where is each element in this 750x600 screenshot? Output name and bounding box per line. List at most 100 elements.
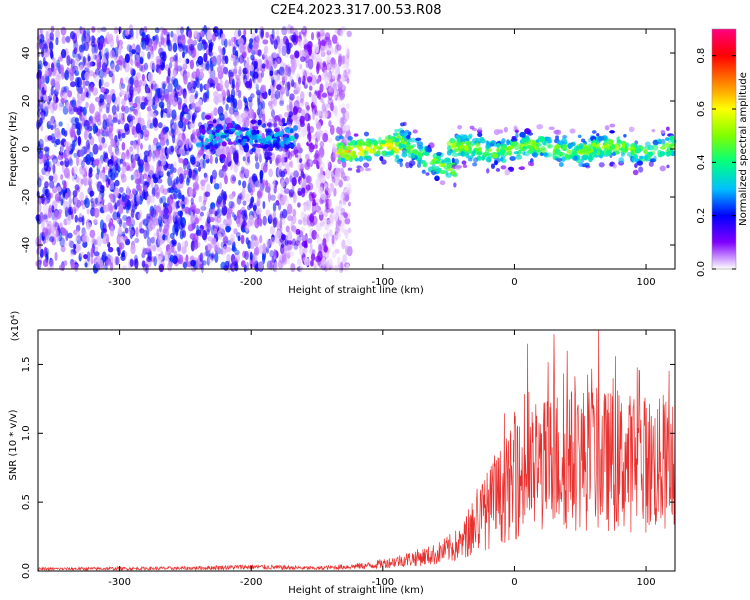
spectrogram-cell: [216, 209, 220, 215]
spectrogram-cell: [195, 78, 200, 89]
spectrogram-cell: [277, 203, 282, 211]
spectrogram-cell: [37, 60, 43, 71]
spectrogram-cell: [138, 64, 144, 72]
spectrogram-cell: [45, 188, 50, 198]
spectrogram-cell: [340, 261, 344, 272]
spectrogram-cell: [609, 130, 615, 134]
spectrogram-cell: [132, 69, 136, 76]
spectrogram-cell: [201, 62, 206, 71]
spectrogram-cell: [201, 39, 206, 45]
spectrogram-cell: [80, 178, 84, 185]
spectrogram-cell: [153, 40, 158, 51]
spectrogram-cell: [324, 202, 331, 210]
spectrogram-cell: [182, 63, 188, 70]
spectrogram-cell: [82, 235, 87, 243]
spectrogram-cell: [147, 72, 154, 82]
spectrogram-cell: [259, 169, 264, 181]
spectrogram-cell: [548, 126, 555, 130]
y-tick-label: 0: [21, 146, 32, 152]
spectrogram-cell: [136, 84, 141, 95]
spectrogram-cell: [267, 100, 273, 107]
spectrogram-cell: [363, 131, 370, 137]
spectrogram-cell: [312, 110, 316, 121]
spectrogram-cell: [268, 88, 272, 96]
spectrogram-cell: [582, 146, 590, 153]
spectrogram-cell: [249, 148, 254, 155]
spectrogram-cell: [107, 145, 113, 154]
spectrogram-cell: [94, 96, 100, 103]
spectrogram-cell: [248, 64, 255, 72]
spectrogram-cell: [151, 242, 158, 250]
spectrogram-cell: [63, 130, 68, 138]
spectrogram-cell: [326, 103, 332, 109]
spectrogram-cell: [206, 216, 212, 224]
spectrogram-cell: [391, 136, 395, 143]
spectrogram-cell: [344, 175, 350, 182]
spectrogram-cell: [316, 90, 321, 99]
spectrogram-cell: [51, 155, 58, 165]
spectrogram-cell: [260, 138, 267, 143]
spectrogram-cell: [302, 247, 309, 255]
spectrogram-cell: [86, 61, 93, 68]
spectrogram-cell: [304, 257, 310, 266]
spectrogram-cell: [154, 92, 158, 101]
spectrogram-cell: [237, 235, 241, 242]
spectrogram-cell: [139, 56, 144, 65]
spectrogram-cell: [334, 176, 341, 183]
spectrogram-cell: [169, 193, 176, 200]
spectrogram-cell: [223, 218, 228, 226]
spectrogram-cell: [307, 76, 313, 83]
spectrogram-cell: [158, 68, 162, 75]
spectrogram-cell: [42, 203, 49, 215]
spectrogram-cell: [93, 251, 100, 257]
spectrogram-cell: [318, 147, 325, 158]
spectrogram-cell: [175, 65, 179, 73]
spectrogram-cell: [354, 157, 360, 162]
spectrogram-cell: [208, 128, 213, 135]
spectrogram-cell: [497, 129, 504, 134]
spectrogram-cell: [142, 125, 147, 131]
spectrogram-cell: [55, 73, 61, 84]
spectrogram-cell: [289, 160, 294, 169]
spectrogram-cell: [162, 188, 169, 195]
spectrogram-cell: [85, 29, 91, 36]
spectrogram-cell: [304, 112, 311, 122]
spectrogram-cell: [299, 263, 303, 273]
spectrogram-cell: [88, 70, 94, 77]
spectrogram-cell: [101, 251, 107, 262]
spectrogram-cell: [215, 129, 220, 133]
spectrogram-cell: [107, 246, 114, 253]
spectrogram-cell: [141, 73, 146, 82]
spectrogram-cell: [276, 154, 282, 159]
x-tick-label: -100: [371, 577, 394, 588]
spectrogram-cell: [160, 195, 167, 204]
spectrogram-cell: [247, 156, 250, 164]
spectrogram-cell: [311, 74, 317, 86]
spectrogram-cell: [63, 260, 68, 266]
spectrogram-cell: [207, 66, 213, 74]
spectrogram-cell: [382, 150, 387, 156]
spectrogram-cell: [298, 242, 302, 249]
spectrogram-cell: [121, 132, 126, 139]
spectrogram-cell: [254, 139, 258, 143]
spectrogram-cell: [129, 146, 134, 152]
spectrogram-cell: [250, 109, 255, 120]
spectrogram-cell: [479, 138, 486, 144]
spectrogram-cell: [191, 112, 197, 121]
spectrogram-cell: [129, 258, 134, 268]
spectrogram-cell: [251, 129, 258, 136]
spectrogram-cell: [572, 141, 577, 147]
spectrogram-cell: [59, 264, 65, 271]
spectrogram-cell: [536, 123, 543, 130]
spectrogram-cell: [255, 200, 261, 207]
spectrogram-cell: [119, 199, 124, 206]
spectrogram-cell: [205, 82, 210, 91]
spectrogram-cell: [242, 180, 247, 189]
spectrogram-cell: [194, 173, 199, 183]
spectrogram-cell: [63, 167, 70, 179]
spectrogram-cell: [254, 47, 258, 55]
spectrogram-cell: [301, 68, 307, 77]
spectrogram-cell: [340, 171, 346, 179]
spectrogram-cell: [196, 258, 200, 269]
spectrogram-cell: [406, 145, 412, 151]
